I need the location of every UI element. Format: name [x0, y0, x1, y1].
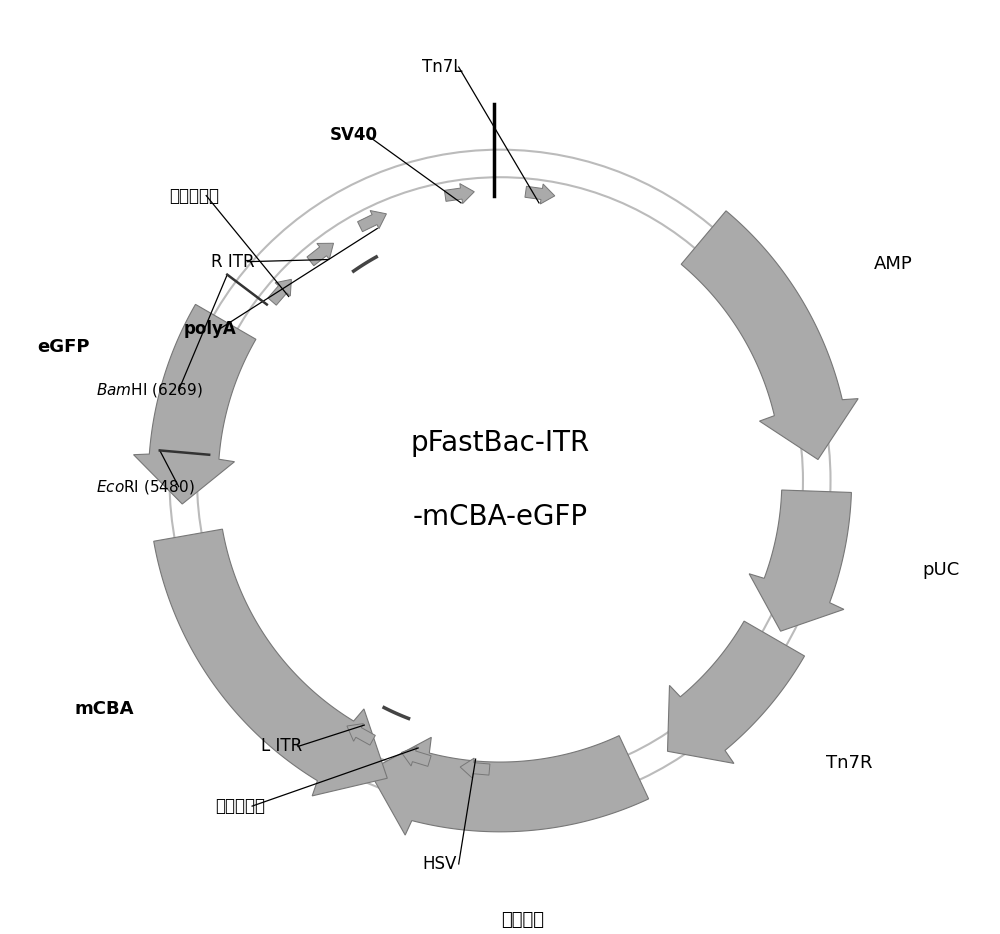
Polygon shape [749, 490, 851, 631]
Polygon shape [358, 210, 386, 232]
Polygon shape [347, 724, 375, 745]
Polygon shape [681, 211, 858, 460]
Polygon shape [369, 736, 649, 835]
Text: SV40: SV40 [330, 126, 378, 144]
Text: polyA: polyA [183, 319, 236, 338]
Polygon shape [460, 758, 490, 778]
Polygon shape [134, 304, 256, 504]
Text: pUC: pUC [922, 561, 959, 579]
Text: $\mathit{Bam}$HI (6269): $\mathit{Bam}$HI (6269) [96, 381, 203, 399]
Text: 庆大霋素: 庆大霋素 [501, 911, 544, 929]
Text: mCBA: mCBA [75, 700, 134, 718]
Polygon shape [525, 184, 555, 204]
Polygon shape [444, 184, 474, 204]
Text: $\mathit{Eco}$RI (5480): $\mathit{Eco}$RI (5480) [96, 477, 195, 496]
Polygon shape [668, 621, 805, 763]
Polygon shape [401, 746, 431, 767]
Text: Tn7R: Tn7R [826, 755, 872, 772]
Text: -mCBA-eGFP: -mCBA-eGFP [412, 502, 588, 531]
Text: eGFP: eGFP [37, 338, 90, 356]
Text: HSV: HSV [422, 855, 456, 873]
Text: L ITR: L ITR [261, 738, 303, 756]
Text: R ITR: R ITR [211, 253, 254, 271]
Text: 多克隆位点: 多克隆位点 [215, 797, 265, 815]
Text: AMP: AMP [874, 255, 912, 274]
Text: 多克隆位点: 多克隆位点 [169, 187, 219, 205]
Polygon shape [154, 530, 387, 796]
Text: Tn7L: Tn7L [422, 58, 462, 76]
Polygon shape [307, 243, 334, 265]
Text: pFastBac-ITR: pFastBac-ITR [410, 430, 590, 458]
Polygon shape [268, 279, 291, 305]
